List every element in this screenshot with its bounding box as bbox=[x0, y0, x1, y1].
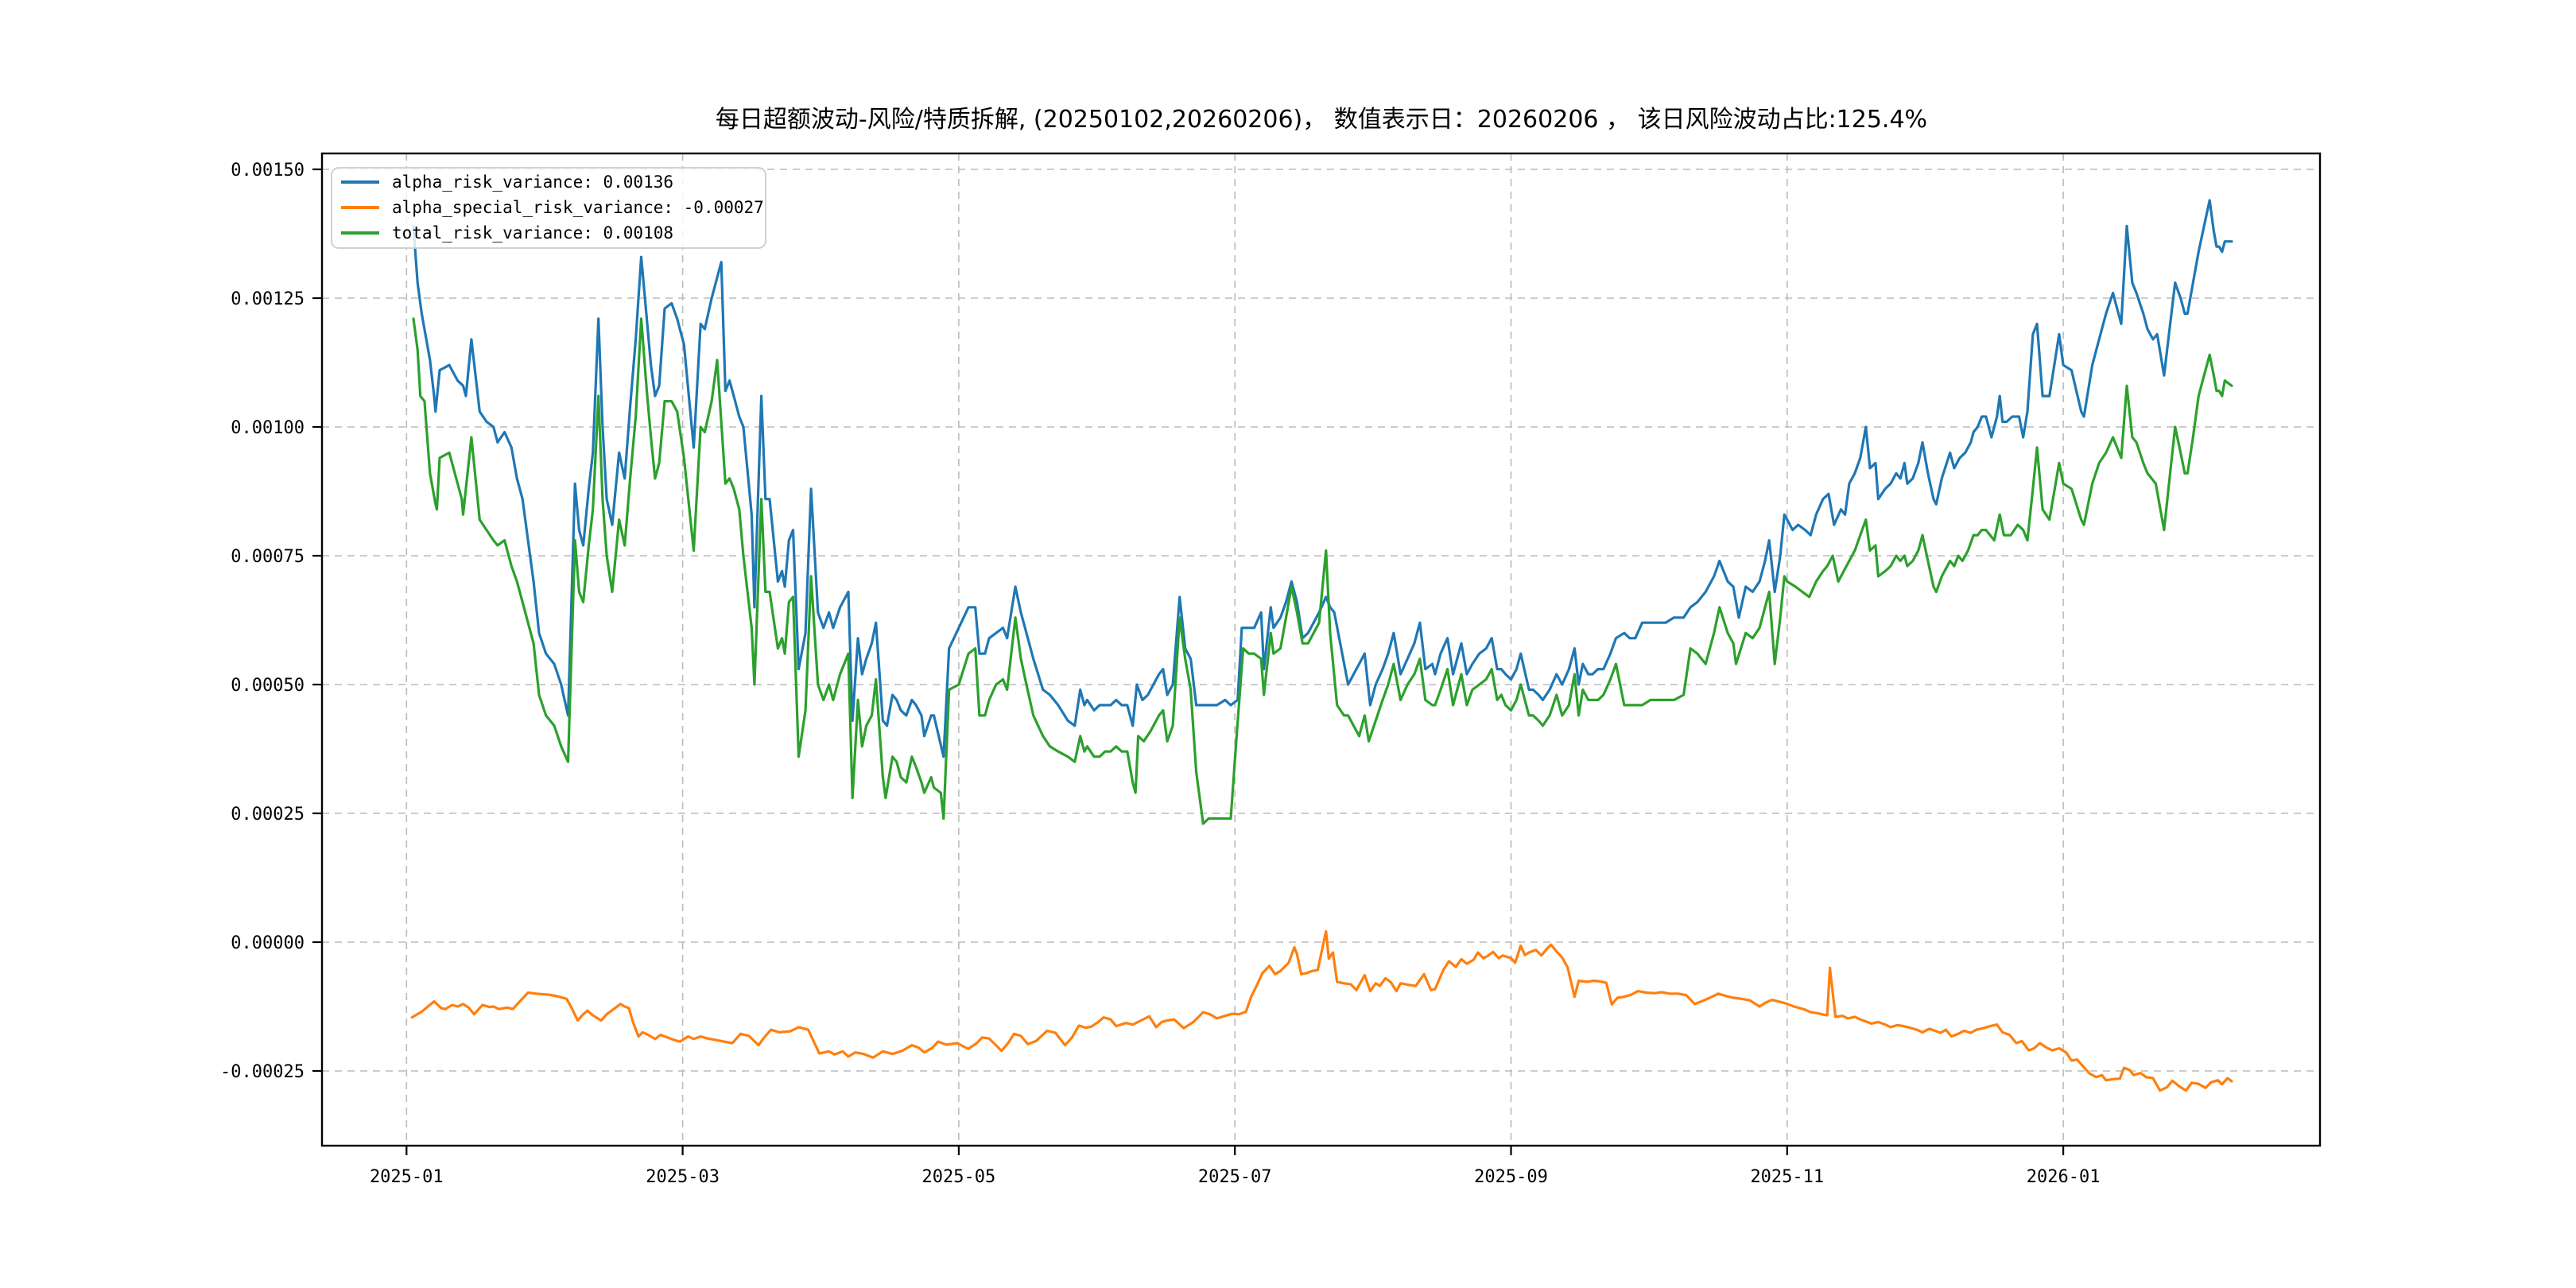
axes-layer bbox=[312, 152, 2322, 1155]
grid-layer bbox=[322, 153, 2320, 1146]
series-layer bbox=[410, 199, 2233, 1092]
x-tick-label: 2025-11 bbox=[1750, 1167, 1824, 1187]
tick-label-layer: 0.00150 0.00125 0.00100 0.00075 0.00050 0.000… bbox=[220, 161, 2100, 1187]
y-tick-label: 0.00150 bbox=[231, 161, 305, 180]
y-tick-label: 0.00050 bbox=[231, 676, 305, 696]
y-tick-label: 0.00075 bbox=[231, 547, 305, 567]
legend-label: alpha_risk_variance: 0.00136 bbox=[392, 173, 673, 192]
x-tick-label: 2025-07 bbox=[1198, 1167, 1272, 1187]
x-tick-label: 2025-09 bbox=[1474, 1167, 1548, 1187]
y-tick-label: -0.00025 bbox=[220, 1062, 305, 1082]
series-line-total_risk_variance bbox=[412, 317, 2233, 825]
series-line-alpha_special_risk_variance bbox=[410, 929, 2233, 1092]
legend-label: alpha_special_risk_variance: -0.00027 bbox=[392, 198, 764, 217]
x-tick-label: 2025-01 bbox=[370, 1167, 444, 1187]
x-tick-label: 2025-05 bbox=[922, 1167, 996, 1187]
y-tick-label: 0.00000 bbox=[231, 933, 305, 953]
x-tick-label: 2025-03 bbox=[646, 1167, 720, 1187]
x-tick-label: 2026-01 bbox=[2027, 1167, 2101, 1187]
y-tick-label: 0.00125 bbox=[231, 289, 305, 309]
legend-box bbox=[331, 167, 766, 249]
plot-frame bbox=[320, 152, 2322, 1147]
legend: alpha_risk_variance: 0.00136 alpha_specia… bbox=[331, 167, 766, 249]
chart-title: 每日超额波动-风险/特质拆解, (20250102,20260206)， 数值表… bbox=[716, 106, 1927, 134]
legend-label: total_risk_variance: 0.00108 bbox=[392, 223, 673, 242]
series-line-alpha_risk_variance bbox=[412, 199, 2233, 758]
y-tick-label: 0.00025 bbox=[231, 805, 305, 824]
y-tick-label: 0.00100 bbox=[231, 418, 305, 438]
